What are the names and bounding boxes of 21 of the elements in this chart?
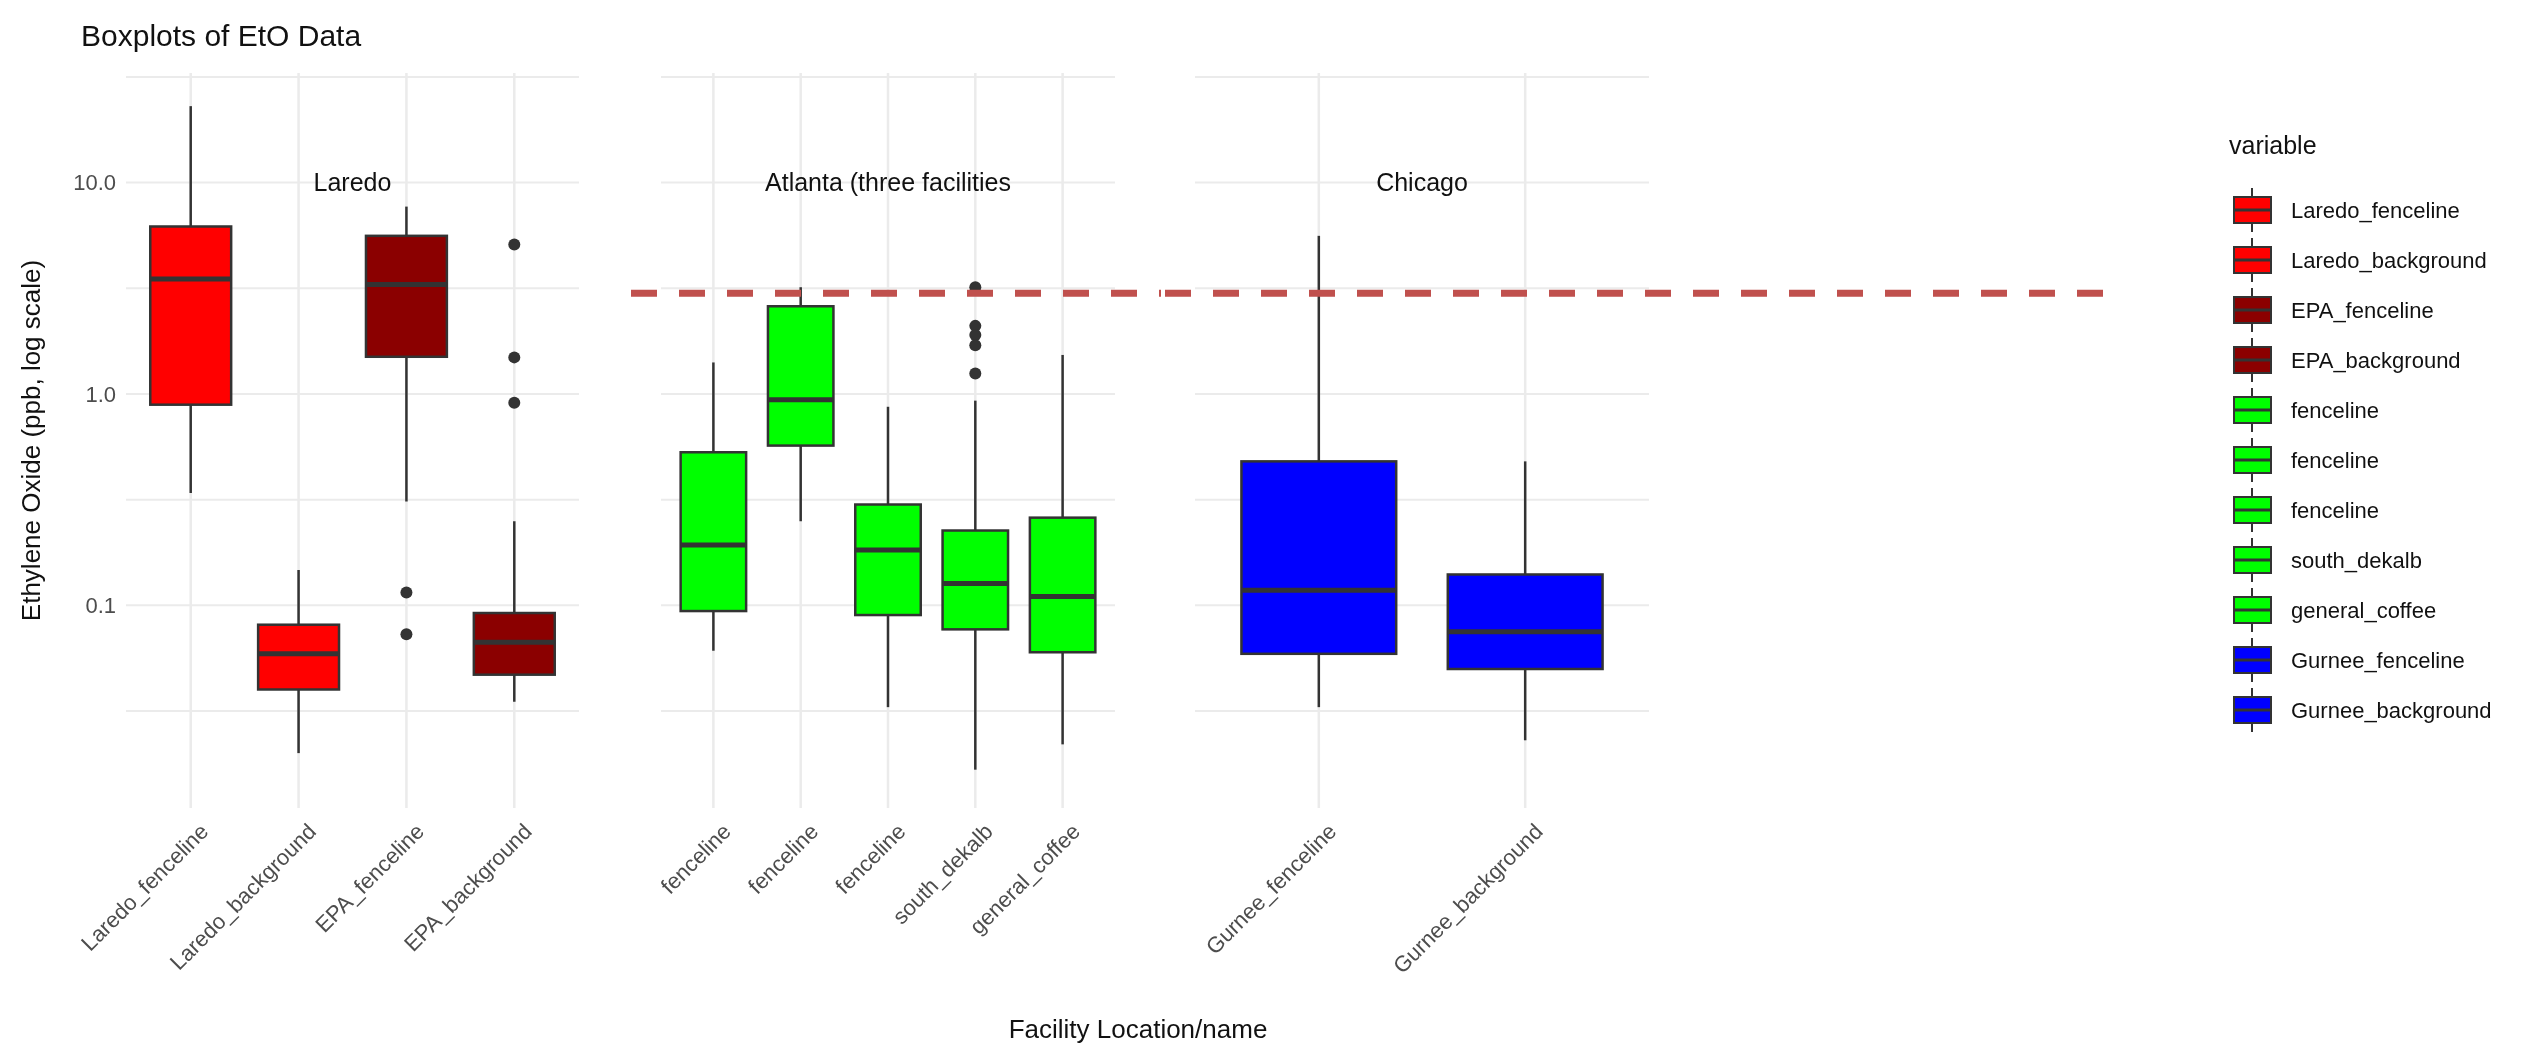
x-axis-title: Facility Location/name — [1008, 1014, 1268, 1044]
text: Laredo — [313, 168, 392, 197]
category-label: EPA_fenceline — [2291, 297, 2434, 323]
category-label: general_coffee — [2291, 597, 2437, 623]
category-label: south_dekalb — [2291, 547, 2422, 573]
legend-title: variable — [2229, 131, 2317, 159]
chart-title: Boxplots of EtO Data — [81, 19, 362, 52]
category-label: fenceline — [2291, 447, 2380, 473]
y-tick-label: 0.1 — [85, 593, 116, 619]
y-tick-label: 10.0 — [73, 170, 116, 196]
category-label: EPA_background — [2291, 347, 2461, 373]
y-axis-title: Ethylene Oxide (ppb, log scale) — [16, 259, 46, 622]
category-label: fenceline — [2291, 397, 2380, 423]
category-label: Laredo_fenceline — [2291, 197, 2460, 223]
category-label: Laredo_background — [2291, 247, 2487, 273]
category-label: Gurnee_background — [2291, 697, 2492, 723]
category-label: fenceline — [2291, 497, 2380, 523]
text: Chicago — [1376, 168, 1468, 197]
category-label: Gurnee_fenceline — [2291, 647, 2465, 673]
y-tick-label: 1.0 — [85, 381, 116, 407]
text: Atlanta (three facilities — [765, 168, 1011, 197]
